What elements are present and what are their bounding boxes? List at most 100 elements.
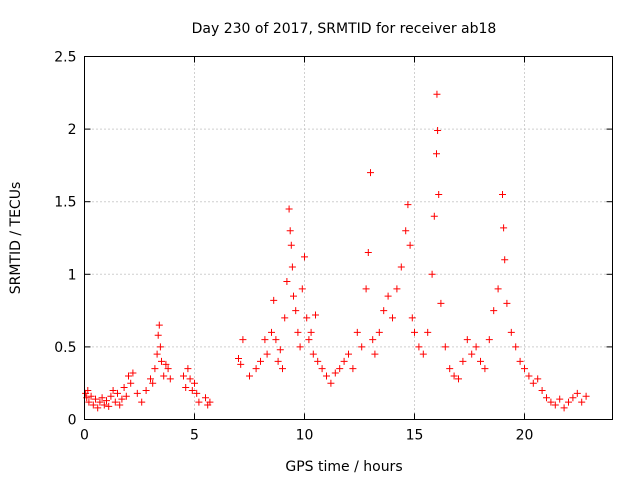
data-point [323, 372, 330, 380]
data-point [120, 384, 128, 392]
data-point [430, 212, 438, 220]
data-point [283, 278, 291, 286]
data-point [525, 372, 533, 380]
plot-frame [84, 56, 613, 420]
data-point [149, 379, 157, 387]
y-tick-label: 0 [68, 413, 77, 429]
data-point [142, 386, 150, 394]
y-axis-label: SRMTID / TECUs [8, 182, 24, 295]
data-point [153, 350, 161, 358]
data-point [327, 379, 335, 387]
data-point [389, 314, 396, 322]
data-point [500, 224, 508, 232]
x-tick-label: 0 [80, 428, 89, 444]
data-point [272, 336, 280, 344]
data-point [164, 365, 172, 373]
data-point [195, 398, 203, 406]
x-tick-label: 10 [296, 428, 314, 444]
data-point [433, 150, 440, 158]
data-point [202, 394, 209, 402]
data-point [296, 343, 304, 351]
data-point [538, 386, 546, 394]
data-point [246, 372, 253, 380]
data-point [494, 285, 502, 293]
data-point [345, 350, 352, 358]
data-point [129, 369, 137, 377]
data-point [85, 398, 93, 406]
data-point [481, 365, 489, 373]
data-point [147, 375, 154, 383]
data-point [237, 360, 245, 368]
data-point [166, 375, 174, 383]
data-point [305, 336, 313, 344]
data-point [543, 394, 550, 402]
data-point [294, 328, 302, 336]
data-point [151, 365, 159, 373]
data-point [560, 404, 568, 412]
data-point [367, 169, 374, 177]
data-point [428, 270, 436, 278]
data-point [362, 285, 370, 293]
data-point [263, 350, 271, 358]
data-point [100, 401, 108, 409]
data-point [184, 365, 192, 373]
data-point [437, 299, 445, 307]
data-point [87, 392, 95, 400]
data-point [340, 357, 348, 365]
data-point [155, 321, 163, 329]
data-point [286, 227, 294, 235]
data-point [490, 307, 498, 315]
data-point [158, 357, 165, 365]
data-point [314, 357, 322, 365]
data-point [191, 379, 198, 387]
data-point [521, 365, 528, 373]
data-point [485, 336, 493, 344]
data-point [371, 350, 379, 358]
data-point [463, 336, 471, 344]
data-point [276, 346, 284, 354]
y-tick-label: 2.5 [54, 50, 76, 66]
data-point [252, 365, 260, 373]
data-point [288, 263, 296, 271]
data-point [569, 394, 577, 402]
data-point [118, 395, 126, 403]
data-point [556, 395, 564, 403]
data-point [290, 292, 297, 300]
data-point [507, 328, 515, 336]
data-point [96, 398, 104, 406]
data-point [547, 398, 555, 406]
data-point [364, 249, 372, 257]
data-point [105, 402, 113, 410]
data-point [114, 389, 121, 397]
data-point [408, 314, 416, 322]
data-point [477, 357, 484, 365]
data-point [375, 328, 383, 336]
data-point [384, 292, 392, 300]
data-point [512, 343, 520, 351]
data-point [336, 365, 344, 373]
data-point [404, 201, 412, 209]
data-point [274, 357, 282, 365]
data-point [349, 365, 357, 373]
data-point [109, 386, 117, 394]
data-point [138, 398, 146, 406]
data-point [415, 343, 423, 351]
data-point [111, 398, 119, 406]
data-point [534, 375, 542, 383]
data-point [331, 369, 339, 377]
data-point [406, 241, 414, 249]
y-tick-label: 1.5 [54, 195, 76, 211]
data-point [298, 285, 306, 293]
x-tick-label: 15 [406, 428, 424, 444]
chart-title: Day 230 of 2017, SRMTID for receiver ab1… [192, 21, 497, 37]
data-point [397, 263, 405, 271]
data-point [303, 314, 311, 322]
data-point [551, 401, 559, 409]
data-point [133, 389, 141, 397]
data-point [156, 343, 164, 351]
data-point [446, 365, 454, 373]
data-point [565, 398, 572, 406]
data-point [98, 394, 106, 402]
data-point [235, 355, 242, 363]
data-points [82, 90, 590, 412]
